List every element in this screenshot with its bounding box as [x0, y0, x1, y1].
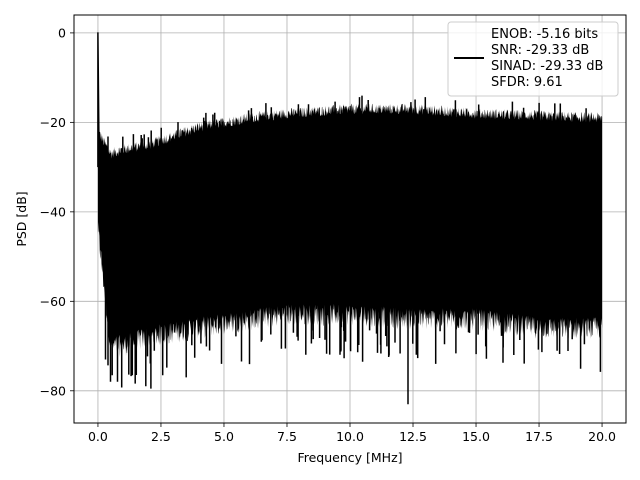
x-tick-label: 12.5 [399, 429, 427, 444]
x-tick-label: 20.0 [588, 429, 616, 444]
y-tick-label: −60 [40, 294, 66, 309]
x-axis-label: Frequency [MHz] [297, 450, 402, 465]
plot-area [97, 32, 603, 405]
y-tick-label: 0 [58, 25, 66, 40]
y-tick-label: −20 [40, 115, 66, 130]
legend-sinad: SINAD: -29.33 dB [491, 59, 603, 74]
x-tick-label: 10.0 [336, 429, 364, 444]
y-tick-label: −80 [40, 383, 66, 398]
legend-sfdr: SFDR: 9.61 [491, 75, 563, 90]
x-axis-ticks: 0.0 2.5 5.0 7.5 10.0 12.5 15.0 17.5 20.0 [88, 423, 616, 444]
legend-box [447, 21, 619, 97]
x-tick-label: 2.5 [151, 429, 171, 444]
legend-enob: ENOB: -5.16 bits [491, 27, 598, 42]
x-tick-label: 15.0 [462, 429, 490, 444]
x-tick-label: 7.5 [277, 429, 297, 444]
y-tick-label: −40 [40, 204, 66, 219]
y-axis-ticks: 0 −20 −40 −60 −80 [40, 25, 74, 398]
psd-series-line [97, 32, 602, 405]
psd-noise-band [97, 103, 603, 358]
y-axis-label: PSD [dB] [14, 191, 29, 246]
x-tick-label: 5.0 [214, 429, 234, 444]
x-tick-label: 17.5 [525, 429, 553, 444]
legend: ENOB: -5.16 bits SNR: -29.33 dB SINAD: -… [447, 21, 619, 97]
x-tick-label: 0.0 [88, 429, 108, 444]
legend-snr: SNR: -29.33 dB [491, 43, 589, 58]
